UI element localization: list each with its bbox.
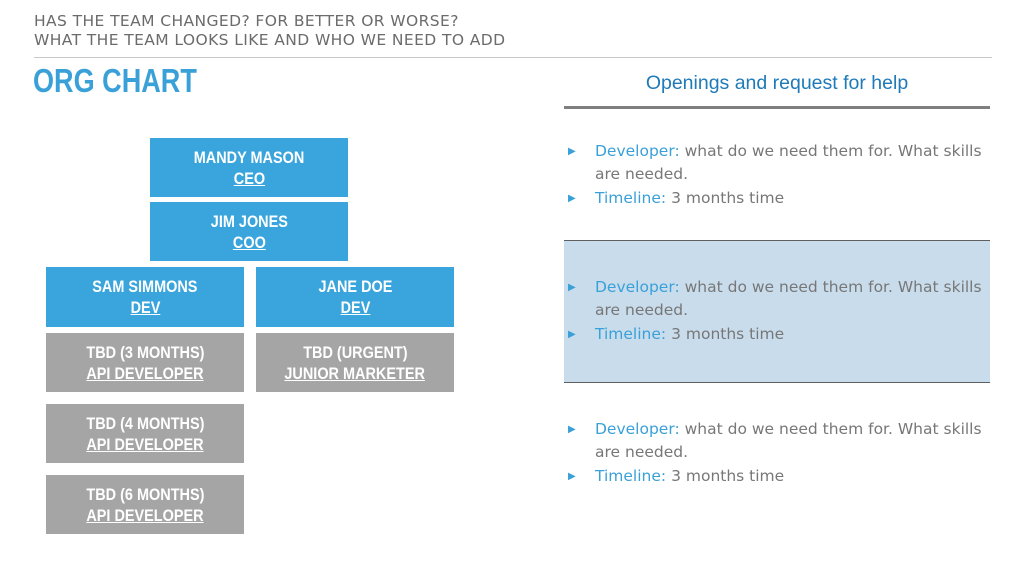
opening-section-3: ▶ Developer: what do we need them for. W… [564,383,990,513]
bullet-triangle-icon: ▶ [568,329,576,340]
org-box-name: JANE DOE [318,277,392,296]
org-box-role: COO [232,232,266,252]
opening-developer-bullet: ▶ Developer: what do we need them for. W… [564,418,990,464]
opening-timeline-bullet: ▶ Timeline: 3 months time [564,187,990,210]
opening-role-label: Developer: [595,142,680,160]
org-box-role: CEO [233,168,265,188]
org-box-name: MANDY MASON [193,147,305,167]
org-box-name: TBD (3 MONTHS) [85,342,204,362]
opening-timeline-bullet: ▶ Timeline: 3 months time [564,323,990,346]
opening-timeline-label: Timeline: [595,325,667,343]
opening-section-1: ▶ Developer: what do we need them for. W… [564,110,990,240]
org-box-ceo: MANDY MASON CEO [150,138,348,197]
opening-timeline-text: 3 months time [666,467,785,485]
opening-timeline-label: Timeline: [595,189,667,207]
bullet-triangle-icon: ▶ [568,424,576,435]
org-box-name: JIM JONES [210,211,288,231]
org-box-name: TBD (URGENT) [302,342,408,362]
opening-section-2: ▶ Developer: what do we need them for. W… [564,241,990,382]
opening-developer-bullet: ▶ Developer: what do we need them for. W… [564,140,990,186]
org-box-role: API DEVELOPER [86,505,204,525]
opening-developer-bullet: ▶ Developer: what do we need them for. W… [564,276,990,322]
openings-panel-rule [564,106,990,109]
org-box-name: TBD (6 MONTHS) [85,484,204,504]
section-divider [564,240,990,241]
bullet-triangle-icon: ▶ [568,146,576,157]
opening-role-text: what do we need them for. What skills ar… [595,142,982,183]
org-box-open-api-6m: TBD (6 MONTHS) API DEVELOPER [46,475,244,534]
opening-role-text: what do we need them for. What skills ar… [595,278,982,319]
bullet-triangle-icon: ▶ [568,282,576,293]
org-box-role: API DEVELOPER [86,363,204,383]
openings-panel-title: Openings and request for help [645,72,909,94]
opening-role-label: Developer: [595,278,680,296]
opening-timeline-text: 3 months time [666,325,785,343]
page-title: ORG CHART [33,62,197,99]
org-box-role: JUNIOR MARKETER [284,363,426,383]
org-box-role: DEV [130,298,160,317]
bullet-triangle-icon: ▶ [568,193,576,204]
opening-role-label: Developer: [595,420,680,438]
org-box-open-marketer: TBD (URGENT) JUNIOR MARKETER [256,333,454,392]
org-box-open-api-4m: TBD (4 MONTHS) API DEVELOPER [46,404,244,463]
opening-timeline-text: 3 months time [666,189,785,207]
subtitle-line-2: WHAT THE TEAM LOOKS LIKE AND WHO WE NEED… [34,31,506,49]
org-box-name: SAM SIMMONS [92,277,198,296]
org-box-coo: JIM JONES COO [150,202,348,261]
subtitle-line-1: HAS THE TEAM CHANGED? FOR BETTER OR WORS… [34,12,459,30]
section-divider [564,382,990,383]
org-box-name: TBD (4 MONTHS) [85,413,204,433]
opening-role-text: what do we need them for. What skills ar… [595,420,982,461]
opening-timeline-label: Timeline: [595,467,667,485]
org-box-dev-sam: SAM SIMMONS DEV [46,267,244,327]
opening-timeline-bullet: ▶ Timeline: 3 months time [564,465,990,488]
org-box-role: API DEVELOPER [86,434,204,454]
org-box-role: DEV [340,298,370,317]
org-box-open-api-3m: TBD (3 MONTHS) API DEVELOPER [46,333,244,392]
bullet-triangle-icon: ▶ [568,471,576,482]
header-divider [34,57,992,58]
org-box-dev-jane: JANE DOE DEV [256,267,454,327]
